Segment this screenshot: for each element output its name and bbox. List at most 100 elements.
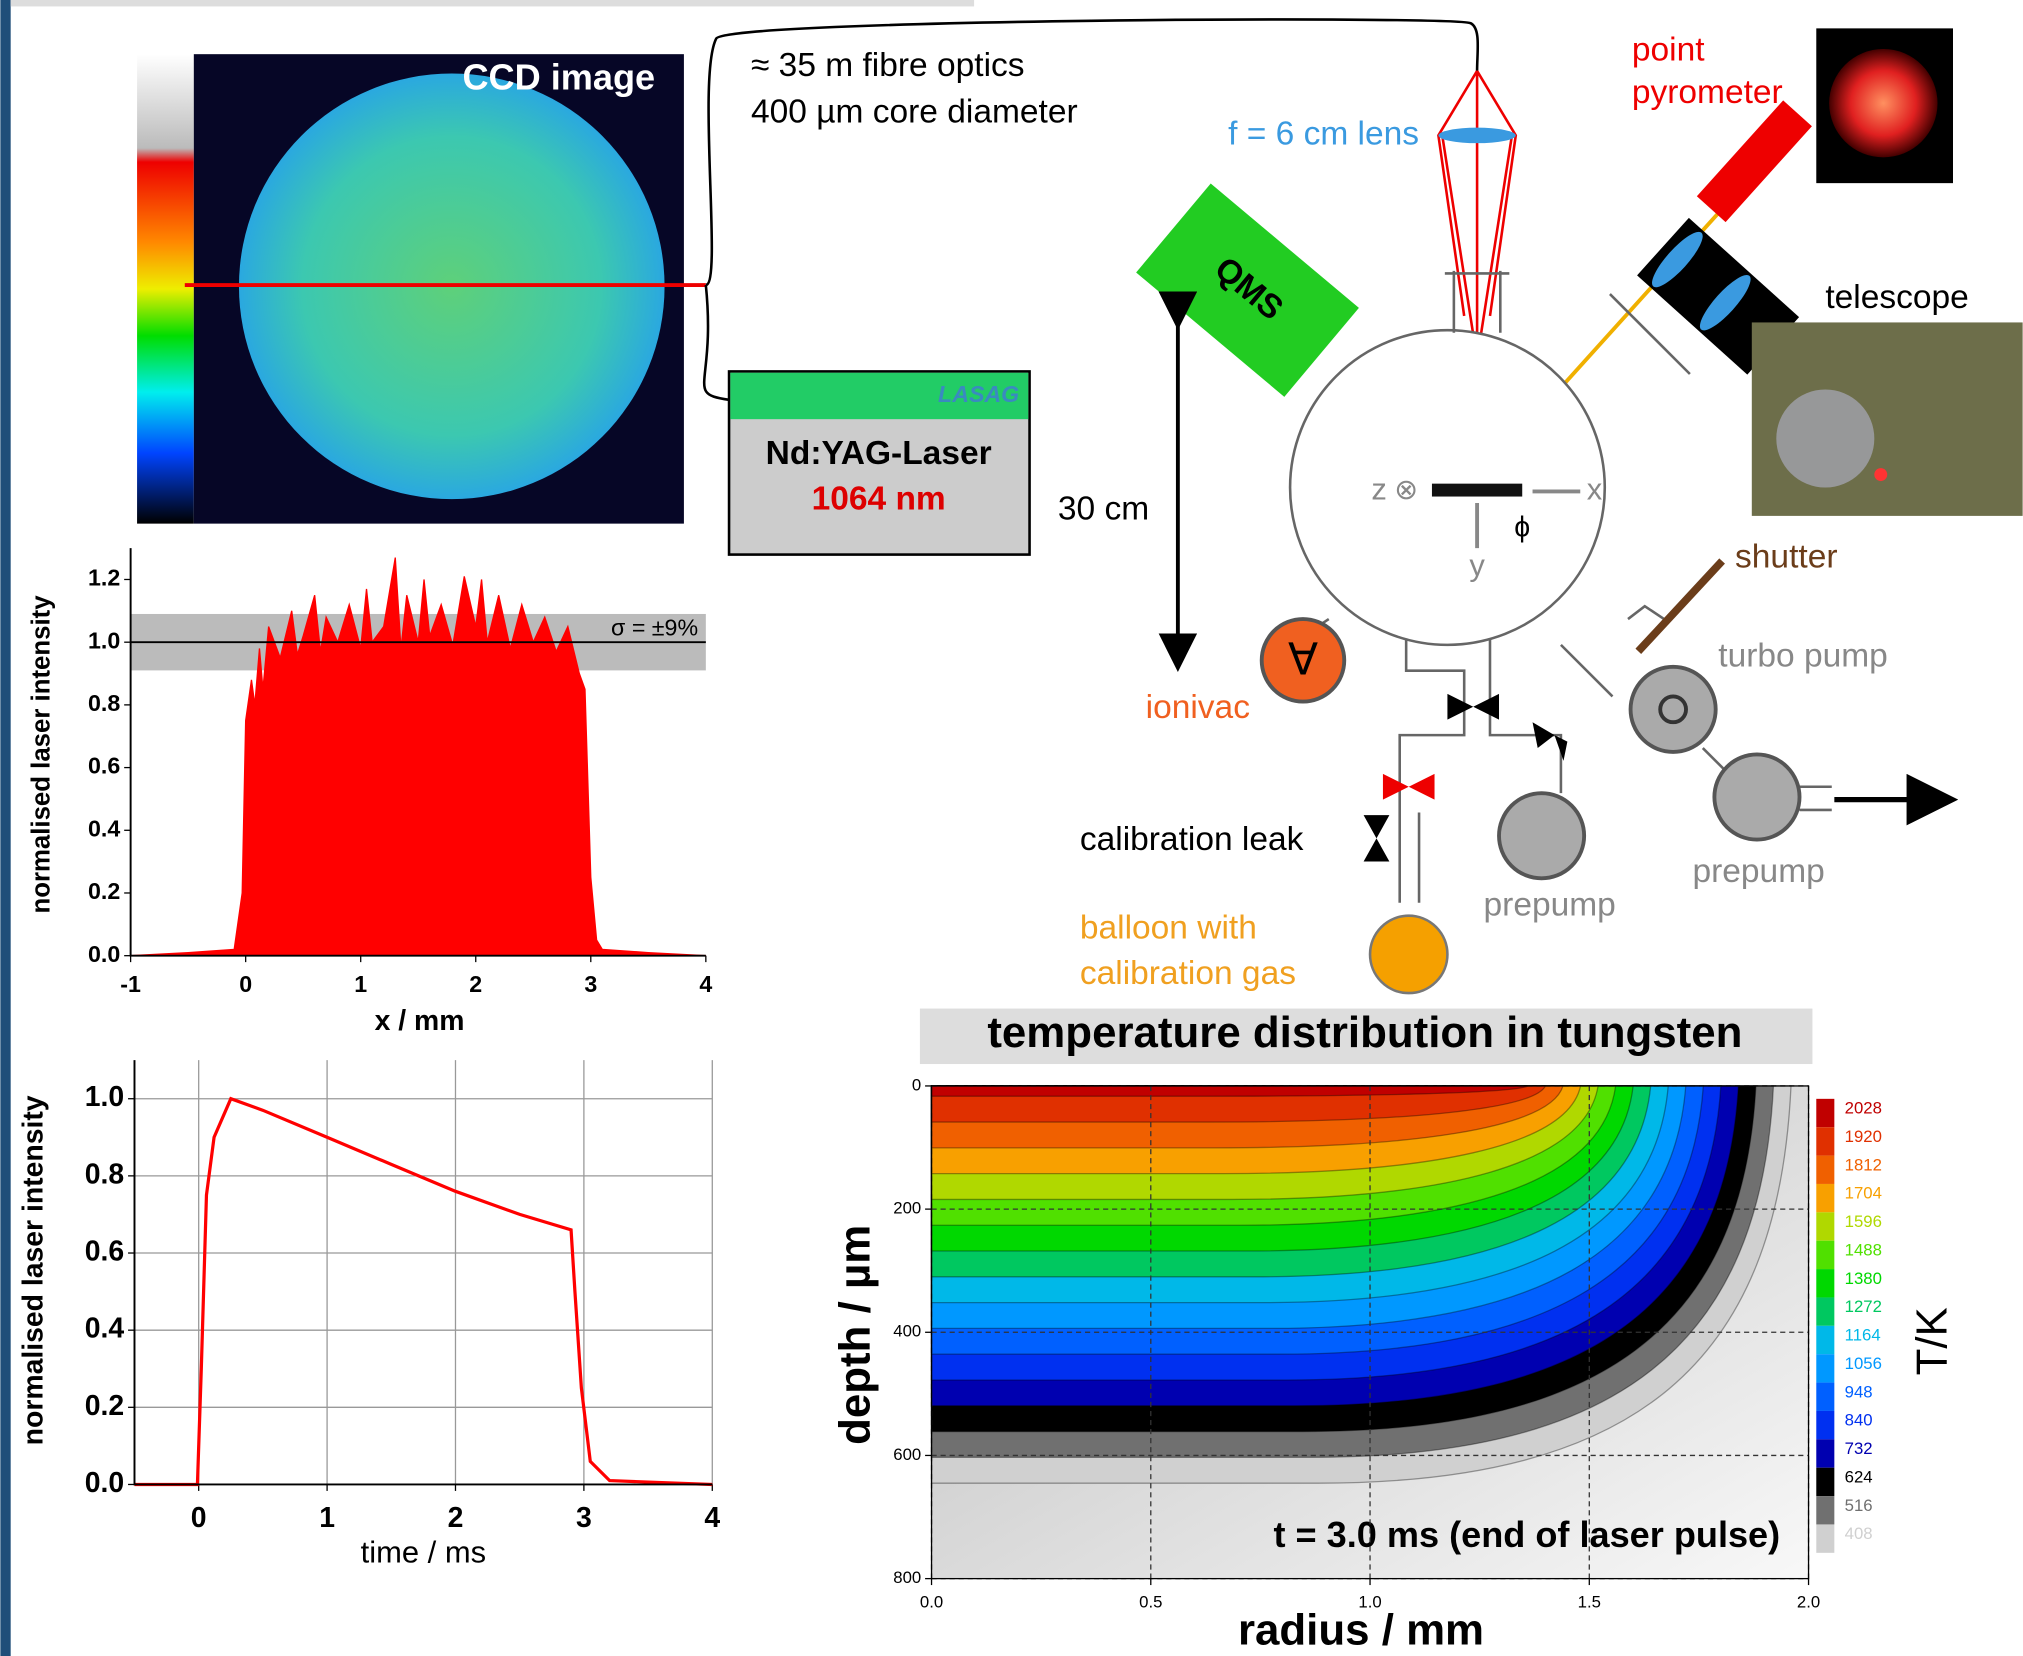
y-tick-label: 0.6 xyxy=(88,753,120,779)
x-tick-label: 4 xyxy=(699,971,712,997)
fibre-label: 400 µm core diameter xyxy=(751,93,1078,130)
x-axis-label: time / ms xyxy=(361,1534,486,1569)
pyrometer-label: pyrometer xyxy=(1632,74,1783,111)
x-tick-label: 0 xyxy=(191,1502,207,1534)
balloon-label: balloon with xyxy=(1080,910,1257,947)
colorbar-cell xyxy=(1816,1496,1834,1524)
lens-label: f = 6 cm lens xyxy=(1228,115,1419,152)
ccd-label: CCD image xyxy=(462,56,655,97)
shutter-label: shutter xyxy=(1735,538,1837,575)
y-tick-label: 0.0 xyxy=(85,1467,124,1499)
axis-phi: ϕ xyxy=(1514,511,1530,543)
leak-label: calibration leak xyxy=(1080,821,1304,858)
y-tick-label: 1.0 xyxy=(88,627,120,653)
colorbar-label: 1596 xyxy=(1845,1212,1882,1231)
axis-x: x xyxy=(1587,472,1603,507)
colorbar-cell xyxy=(1816,1354,1834,1382)
y-tick-label: 0.4 xyxy=(85,1313,125,1345)
y-tick-label: 0.8 xyxy=(85,1158,124,1190)
y-tick-label: 1.2 xyxy=(88,565,120,591)
colorbar-cell xyxy=(1816,1241,1834,1269)
y-axis-label: normalised laser intensity xyxy=(28,595,56,914)
lens xyxy=(1438,128,1515,143)
x-axis-label: radius / mm xyxy=(1238,1605,1484,1654)
colorbar-cell xyxy=(1816,1411,1834,1439)
colorbar-cell xyxy=(1816,1127,1834,1155)
ionivac-symbol: ∀ xyxy=(1288,635,1318,684)
balloon xyxy=(1370,916,1447,993)
pyrometer xyxy=(1697,100,1812,222)
colorbar-cell xyxy=(1816,1099,1834,1127)
y-axis-label: depth / µm xyxy=(831,1225,880,1445)
x-tick-label: 0.5 xyxy=(1139,1592,1162,1611)
colorbar-cell xyxy=(1816,1524,1834,1552)
turbo-label: turbo pump xyxy=(1718,638,1888,675)
colorbar-label: 516 xyxy=(1845,1496,1873,1515)
colorbar-label: 732 xyxy=(1845,1439,1873,1458)
y-tick-label: 1.0 xyxy=(85,1081,124,1113)
prepump xyxy=(1714,754,1799,839)
telescope-spot xyxy=(1874,468,1887,481)
colorbar-label: 1920 xyxy=(1845,1127,1882,1146)
pyrometer-spot xyxy=(1829,49,1937,157)
annotation: σ = ±9% xyxy=(611,614,698,640)
sample xyxy=(1432,484,1522,497)
y-tick-label: 400 xyxy=(893,1322,921,1341)
side-strip xyxy=(0,0,10,1656)
colorbar-cell xyxy=(1816,1383,1834,1411)
x-tick-label: 0.0 xyxy=(920,1592,943,1611)
prepump-label: prepump xyxy=(1692,853,1824,890)
x-tick-label: 2 xyxy=(448,1502,464,1534)
top-strip xyxy=(11,0,974,6)
colorbar-cell xyxy=(1816,1326,1834,1354)
line xyxy=(134,1099,712,1485)
prepump xyxy=(1499,793,1584,878)
y-tick-label: 0 xyxy=(912,1075,921,1094)
y-tick-label: 800 xyxy=(893,1568,921,1587)
colorbar-cell xyxy=(1816,1468,1834,1496)
y-tick-label: 0.0 xyxy=(88,941,120,967)
leak-valve xyxy=(1383,774,1435,800)
y-tick-label: 600 xyxy=(893,1445,921,1464)
y-tick-label: 0.6 xyxy=(85,1236,124,1268)
axis-z: z xyxy=(1371,472,1386,507)
qms: QMS xyxy=(1136,184,1359,397)
laser-label: Nd:YAG-Laser xyxy=(766,435,992,472)
y-axis-label: normalised laser intensity xyxy=(18,1095,50,1445)
colorbar-label: 2028 xyxy=(1845,1099,1882,1118)
x-tick-label: 3 xyxy=(584,971,597,997)
axis-y: y xyxy=(1469,548,1485,583)
x-tick-label: 3 xyxy=(576,1502,592,1534)
colorbar-label: 1056 xyxy=(1845,1354,1882,1373)
x-tick-label: 2 xyxy=(469,971,482,997)
distance-label: 30 cm xyxy=(1058,491,1149,528)
x-tick-label: 1 xyxy=(354,971,367,997)
y-tick-label: 0.2 xyxy=(88,878,120,904)
x-axis-label: x / mm xyxy=(375,1005,465,1037)
shutter xyxy=(1638,561,1722,651)
y-tick-label: 200 xyxy=(893,1199,921,1218)
prepump-label: prepump xyxy=(1484,887,1616,924)
page: {"chart_data":[ {"type":"area","ylabel":… xyxy=(0,0,2023,1656)
colorbar-label: 1272 xyxy=(1845,1297,1882,1316)
colorbar-cell xyxy=(1816,1297,1834,1325)
ccd-colorbar xyxy=(137,54,194,523)
colorbar-label: 1164 xyxy=(1845,1326,1881,1345)
y-tick-label: 0.4 xyxy=(88,815,120,841)
x-tick-label: 0 xyxy=(239,971,252,997)
colorbar-cell xyxy=(1816,1156,1834,1184)
colorbar-label: 624 xyxy=(1845,1467,1873,1486)
colorbar-cell xyxy=(1816,1269,1834,1297)
y-tick-label: 0.2 xyxy=(85,1390,124,1422)
turbo-pump xyxy=(1631,667,1716,752)
colorbar-label: 948 xyxy=(1845,1382,1873,1401)
colorbar-cell xyxy=(1816,1212,1834,1240)
chart-title: temperature distribution in tungsten xyxy=(987,1008,1742,1057)
ionivac-label: ionivac xyxy=(1146,689,1250,726)
temperature-chart: 2028192018121704159614881380127211641056… xyxy=(831,1075,1957,1654)
x-tick-label: 4 xyxy=(704,1502,720,1534)
y-tick-label: 0.8 xyxy=(88,690,120,716)
wavelength: 1064 nm xyxy=(812,480,946,517)
